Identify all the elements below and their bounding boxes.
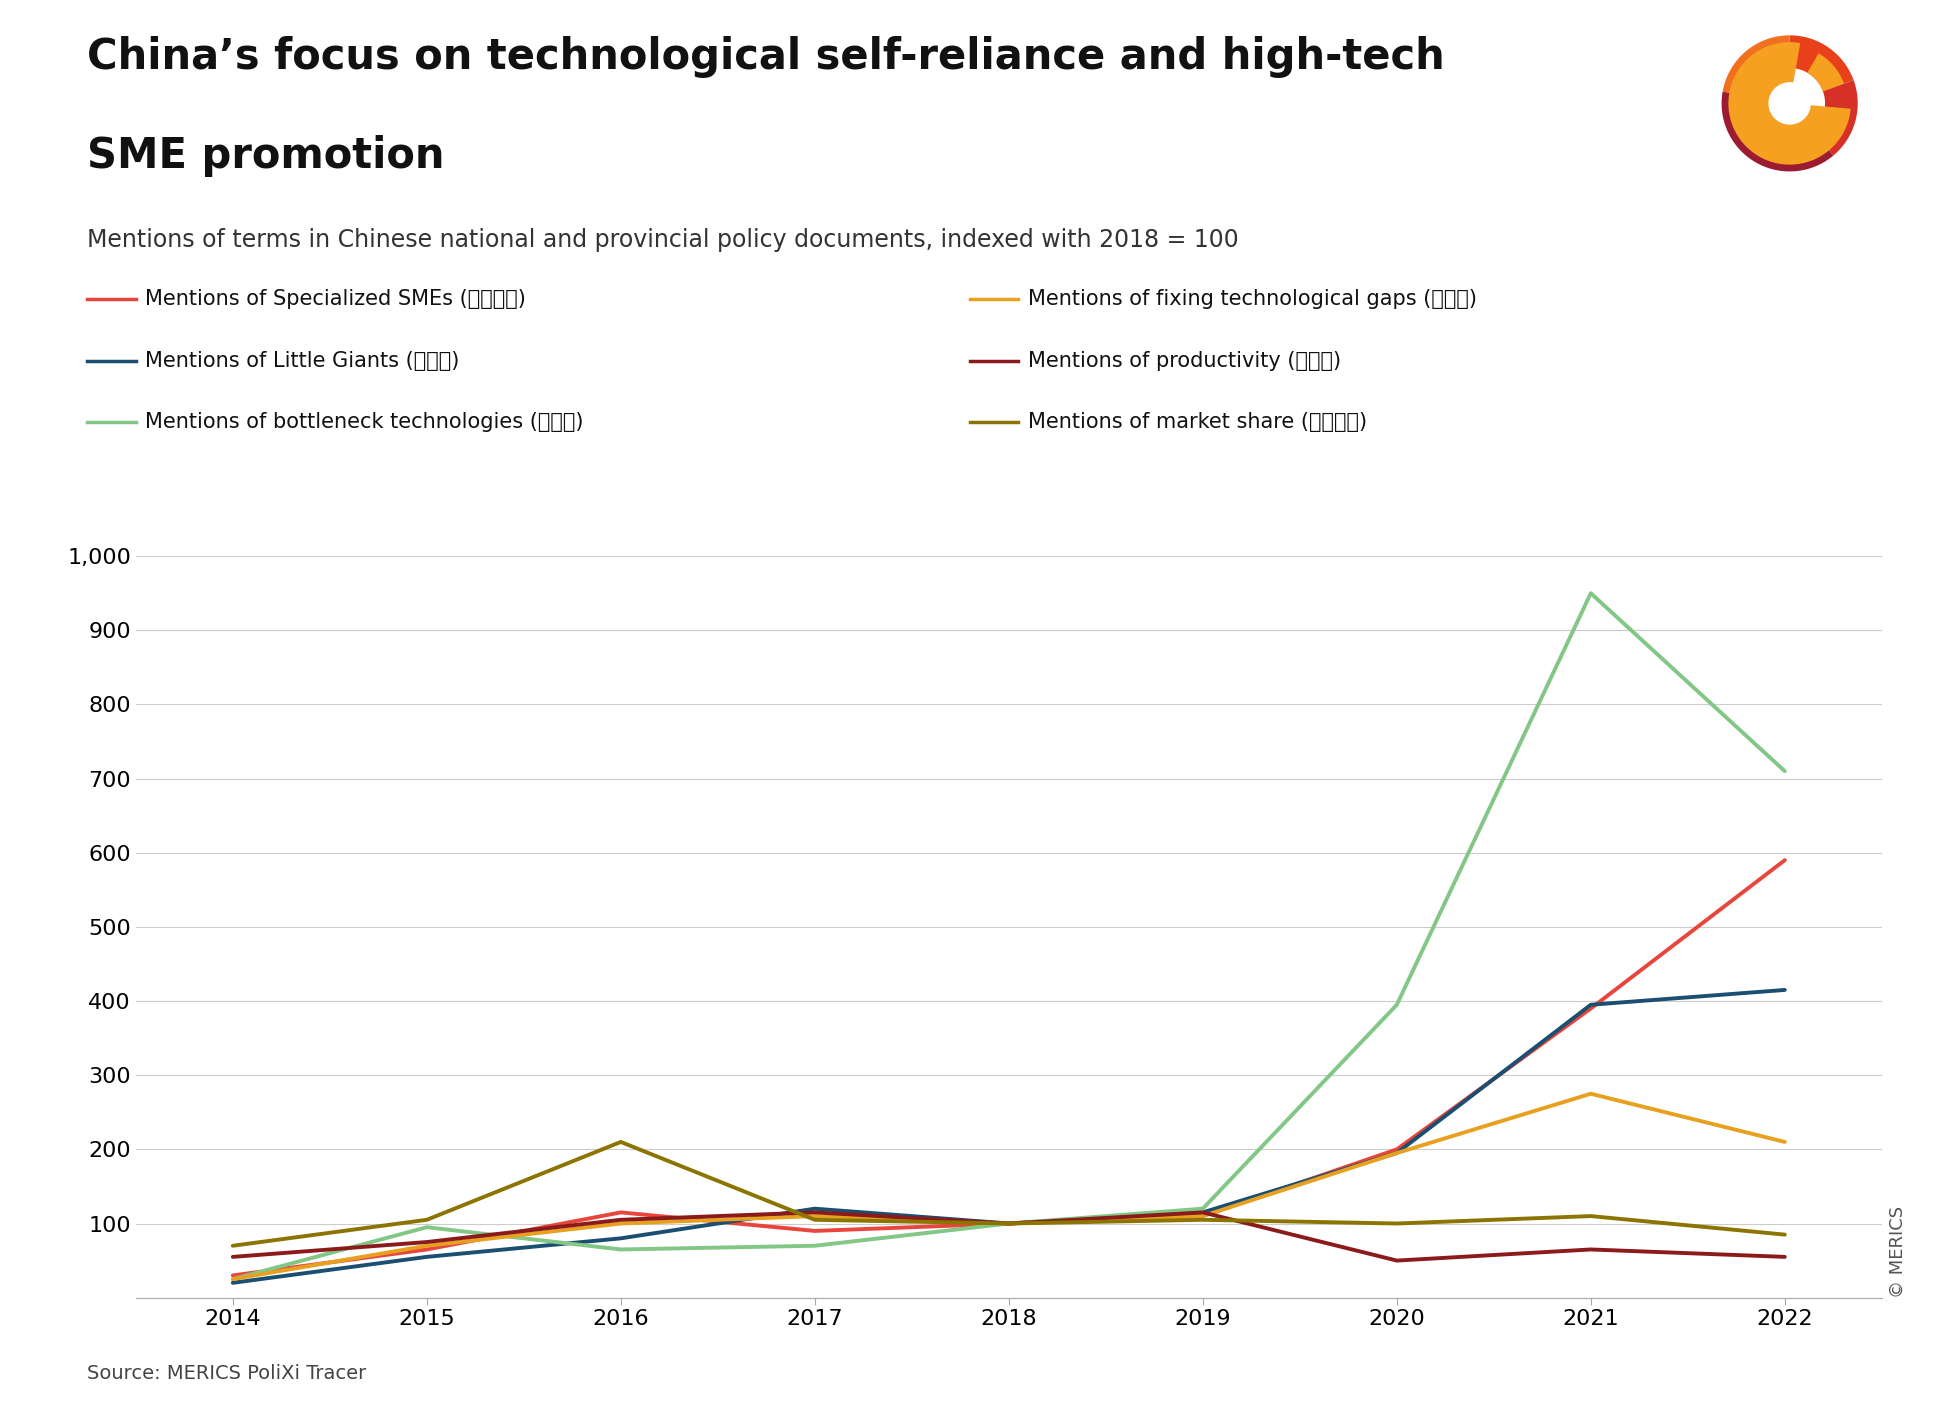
Polygon shape	[1811, 80, 1858, 155]
Polygon shape	[1728, 43, 1850, 164]
Text: Mentions of terms in Chinese national and provincial policy documents, indexed w: Mentions of terms in Chinese national an…	[87, 228, 1239, 252]
Text: China’s focus on technological self-reliance and high-tech: China’s focus on technological self-reli…	[87, 36, 1445, 77]
Polygon shape	[1720, 91, 1832, 171]
Text: Mentions of Little Giants (小巨人): Mentions of Little Giants (小巨人)	[145, 351, 460, 371]
Text: © MERICS: © MERICS	[1887, 1205, 1906, 1298]
Polygon shape	[1788, 36, 1852, 91]
Text: Mentions of fixing technological gaps (补短板): Mentions of fixing technological gaps (补…	[1028, 289, 1476, 309]
Text: Mentions of productivity (生产率): Mentions of productivity (生产率)	[1028, 351, 1340, 371]
Text: SME promotion: SME promotion	[87, 135, 444, 177]
Text: Source: MERICS PoliXi Tracer: Source: MERICS PoliXi Tracer	[87, 1365, 366, 1383]
Text: Mentions of bottleneck technologies (卡讯子): Mentions of bottleneck technologies (卡讯子…	[145, 412, 584, 432]
Text: Mentions of market share (市场份额): Mentions of market share (市场份额)	[1028, 412, 1367, 432]
Polygon shape	[1807, 53, 1844, 91]
Text: Mentions of Specialized SMEs (专精特新): Mentions of Specialized SMEs (专精特新)	[145, 289, 525, 309]
Polygon shape	[1722, 36, 1788, 97]
